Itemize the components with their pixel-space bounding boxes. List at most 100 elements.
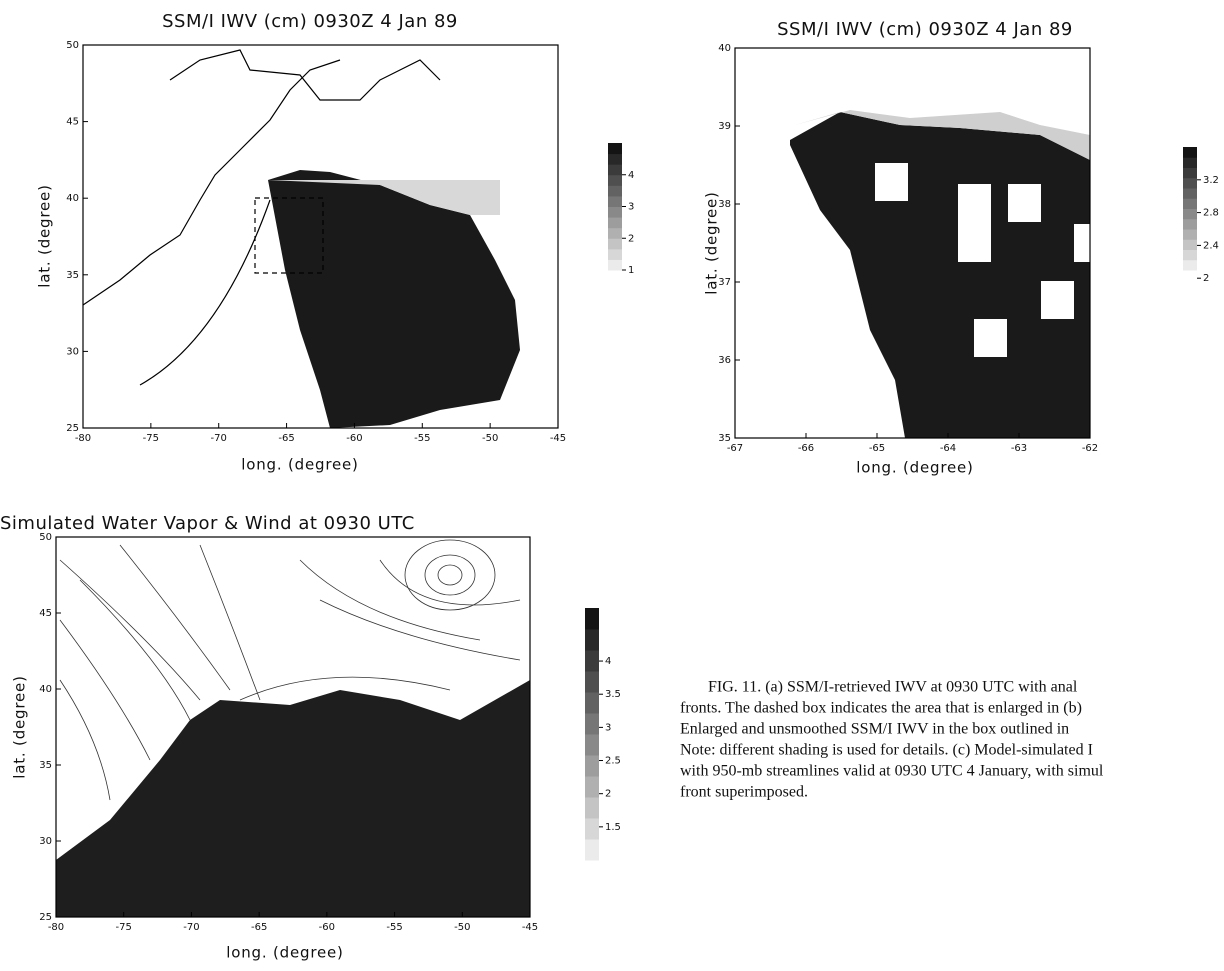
x-tick-label: -67 xyxy=(727,443,743,454)
x-tick-label: -55 xyxy=(386,922,402,933)
colorbar-segment xyxy=(1183,157,1197,168)
colorbar-tick-label: 4 xyxy=(628,170,634,181)
plot-frame xyxy=(55,536,531,918)
x-tick-label: -55 xyxy=(414,433,430,444)
x-tick-label: -70 xyxy=(211,433,227,444)
x-tick-label: -70 xyxy=(183,922,199,933)
colorbar-tick-label: 2 xyxy=(1203,273,1209,284)
panel-title: SSM/I IWV (cm) 0930Z 4 Jan 89 xyxy=(777,19,1073,40)
colorbar-tick-label: 3.2 xyxy=(1203,175,1219,186)
y-tick-label: 25 xyxy=(39,912,52,923)
colorbar-segment xyxy=(1183,259,1197,271)
colorbar-segment xyxy=(1183,229,1197,240)
x-tick-label: -75 xyxy=(143,433,159,444)
colorbar-segment xyxy=(608,259,622,271)
y-tick-label: 35 xyxy=(66,270,79,281)
y-tick-label: 30 xyxy=(66,346,79,357)
colorbar-tick-label: 2 xyxy=(605,789,611,800)
caption-line: with 950-mb streamlines valid at 0930 UT… xyxy=(680,763,1104,780)
colorbar-segment xyxy=(608,195,622,207)
colorbar-segment xyxy=(585,755,599,777)
x-tick-label: -63 xyxy=(1011,443,1027,454)
y-tick-label: 45 xyxy=(66,117,79,128)
caption-line: Note: different shading is used for deta… xyxy=(680,742,1093,759)
colorbar-tick-label: 3 xyxy=(628,202,634,213)
colorbar-segment xyxy=(608,164,622,176)
caption-line: Enlarged and unsmoothed SSM/I IWV in the… xyxy=(680,721,1069,738)
x-axis-label: long. (degree) xyxy=(226,944,343,962)
y-tick-label: 25 xyxy=(66,423,79,434)
map-b xyxy=(790,110,1090,438)
colorbar-tick-label: 2.4 xyxy=(1203,240,1219,251)
x-tick-label: -66 xyxy=(798,443,814,454)
x-tick-label: -50 xyxy=(482,433,498,444)
colorbar-segment xyxy=(1183,208,1197,220)
colorbar-segment xyxy=(608,217,622,229)
colorbar-segment xyxy=(1183,239,1197,250)
colorbar-segment xyxy=(608,206,622,218)
x-tick-label: -62 xyxy=(1082,443,1098,454)
x-tick-label: -60 xyxy=(346,433,362,444)
map-c xyxy=(56,539,530,917)
panel-title: SSM/I IWV (cm) 0930Z 4 Jan 89 xyxy=(162,11,458,32)
colorbar-tick-label: 3 xyxy=(605,722,611,733)
colorbar-tick-label: 1 xyxy=(628,265,634,276)
colorbar-segment xyxy=(608,153,622,165)
colorbar-segment xyxy=(1183,177,1197,189)
y-tick-label: 40 xyxy=(718,43,731,54)
y-axis-label: lat. (degree) xyxy=(703,191,721,294)
x-tick-label: -65 xyxy=(869,443,885,454)
colorbar-segment xyxy=(608,185,622,197)
plot-frame xyxy=(82,44,559,429)
y-tick-label: 35 xyxy=(718,433,731,444)
x-tick-label: -75 xyxy=(116,922,132,933)
y-tick-label: 37 xyxy=(718,277,731,288)
y-tick-label: 50 xyxy=(39,532,52,543)
plot-frame xyxy=(734,47,1091,439)
colorbar-segment xyxy=(1183,147,1197,158)
y-tick-label: 39 xyxy=(718,121,731,132)
colorbar-segment xyxy=(585,818,599,840)
colorbar-segment xyxy=(585,608,599,630)
x-tick-label: -60 xyxy=(319,922,335,933)
colorbar-segment xyxy=(585,734,599,756)
caption-line: fronts. The dashed box indicates the are… xyxy=(680,700,1082,717)
x-axis-label: long. (degree) xyxy=(241,456,358,474)
caption-line: FIG. 11. (a) SSM/I-retrieved IWV at 0930… xyxy=(708,679,1078,696)
colorbar-segment xyxy=(1183,198,1197,209)
map-a xyxy=(82,49,520,428)
colorbar-tick-label: 1.5 xyxy=(605,822,621,833)
x-tick-label: -80 xyxy=(48,922,64,933)
colorbar-segment xyxy=(585,692,599,714)
colorbar-tick-label: 2.5 xyxy=(605,756,621,767)
colorbar-segment xyxy=(608,174,622,186)
colorbar-segment xyxy=(585,713,599,735)
y-tick-label: 30 xyxy=(39,836,52,847)
colorbar-segment xyxy=(608,238,622,250)
y-tick-label: 38 xyxy=(718,199,731,210)
y-tick-label: 50 xyxy=(66,40,79,51)
x-tick-label: -50 xyxy=(454,922,470,933)
y-tick-label: 45 xyxy=(39,608,52,619)
colorbar-tick-label: 2.8 xyxy=(1203,208,1219,219)
colorbar-tick-label: 4 xyxy=(605,656,611,667)
x-tick-label: -64 xyxy=(940,443,956,454)
colorbar-segment xyxy=(585,776,599,798)
caption-line: front superimposed. xyxy=(680,784,808,801)
y-tick-label: 36 xyxy=(718,355,731,366)
colorbar-segment xyxy=(608,143,622,155)
x-tick-label: -65 xyxy=(278,433,294,444)
colorbar-tick-label: 2 xyxy=(628,233,634,244)
colorbar-segment xyxy=(1183,188,1197,199)
y-tick-label: 40 xyxy=(39,684,52,695)
colorbar-segment xyxy=(608,248,622,260)
colorbar-segment xyxy=(608,227,622,239)
y-axis-label: lat. (degree) xyxy=(11,675,29,778)
x-axis-label: long. (degree) xyxy=(856,459,973,477)
x-tick-label: -45 xyxy=(550,433,566,444)
colorbar-segment xyxy=(585,650,599,672)
y-tick-label: 35 xyxy=(39,760,52,771)
colorbar-segment xyxy=(585,797,599,819)
colorbar-segment xyxy=(585,839,599,861)
